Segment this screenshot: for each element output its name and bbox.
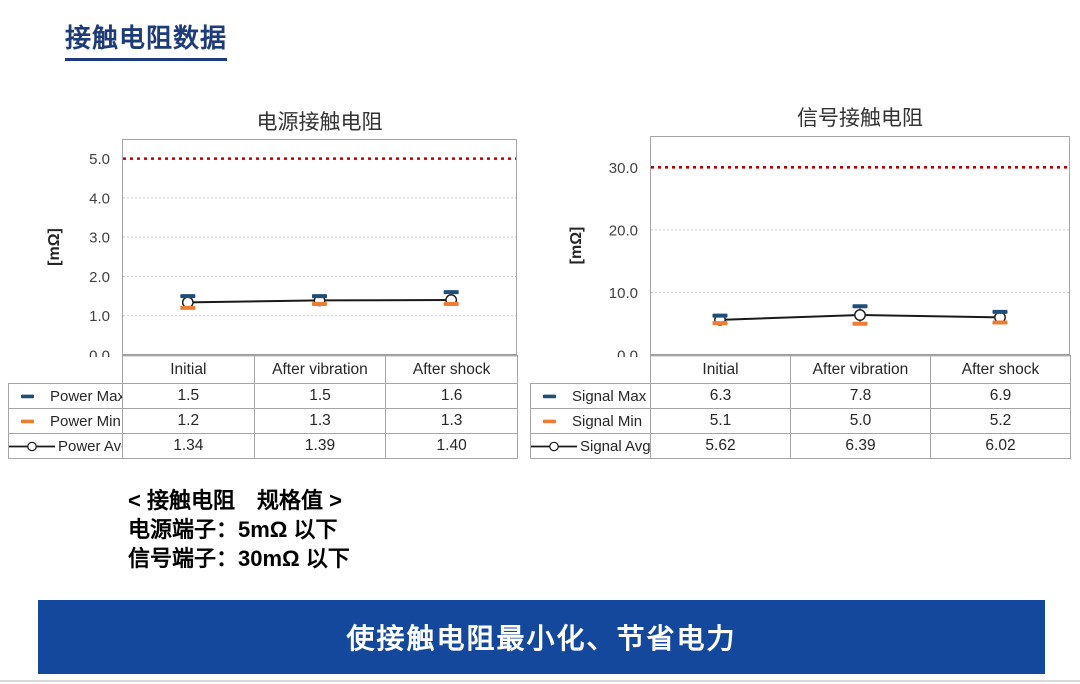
y-tick-label: 0.0 — [617, 348, 638, 358]
legend-line-circle-icon — [531, 441, 577, 451]
value-cell: 1.6 — [385, 383, 518, 409]
legend-cell: Power Avg — [8, 433, 123, 459]
power-chart-panel: 电源接触电阻 0.0 1.0 2.0 3.0 4.0 5.0 [mΩ] Initial After… — [8, 100, 518, 460]
min-marker — [443, 301, 459, 306]
legend-label: Signal Avg — [580, 437, 651, 455]
y-tick-label: 20.0 — [609, 222, 638, 239]
y-tick-label: 3.0 — [89, 230, 110, 247]
max-marker — [443, 290, 459, 295]
y-tick-label: 30.0 — [609, 160, 638, 177]
spec-power-line: 电源端子：5mΩ 以下 — [128, 517, 338, 542]
category-label: After vibration — [790, 355, 931, 384]
series-row: Power Max 1.5 1.5 1.6 — [8, 383, 518, 409]
series-row: Signal Max 6.3 7.8 6.9 — [530, 383, 1071, 409]
legend-line-circle-icon — [9, 441, 55, 451]
page-title: 接触电阻数据 — [65, 18, 228, 61]
legend-label: Signal Max — [572, 387, 647, 405]
signal-chart-panel: 信号接触电阻 0.0 10.0 20.0 30.0 [mΩ] Initial After vi… — [530, 100, 1071, 460]
value-cell: 1.40 — [385, 433, 518, 459]
max-marker — [312, 294, 327, 299]
y-tick-label: 0.0 — [89, 348, 110, 358]
legend-cell: Signal Avg — [530, 433, 651, 459]
legend-cell: Signal Min — [530, 408, 651, 434]
max-marker — [712, 313, 728, 318]
value-cell: 1.3 — [385, 408, 518, 434]
min-marker — [992, 320, 1008, 325]
series-row: Power Avg 1.34 1.39 1.40 — [8, 433, 518, 459]
value-cell: 6.3 — [650, 383, 791, 409]
series-row: Signal Min 5.1 5.0 5.2 — [530, 408, 1071, 434]
series-row: Signal Avg 5.62 6.39 6.02 — [530, 433, 1071, 459]
power-chart-title: 电源接触电阻 — [256, 111, 383, 134]
legend-dash-icon — [543, 394, 556, 398]
category-row: Initial After vibration After shock — [531, 355, 1071, 384]
signal-data-table: Initial After vibration After shock Signal … — [530, 355, 1071, 459]
blank-cell — [531, 356, 651, 384]
y-axis-label: [mΩ] — [568, 227, 585, 265]
category-row: Initial After vibration After shock — [9, 355, 518, 384]
plot-border — [122, 139, 517, 355]
value-cell: 1.2 — [122, 408, 255, 434]
legend-label: Power Min — [50, 412, 121, 430]
category-label: Initial — [122, 355, 255, 384]
legend-dash-icon — [21, 394, 34, 398]
spec-signal-line: 信号端子：30mΩ 以下 — [128, 546, 350, 571]
value-cell: 5.62 — [650, 433, 791, 459]
min-marker — [712, 321, 728, 326]
legend-label: Power Max — [50, 387, 123, 405]
category-label: After vibration — [253, 355, 387, 384]
power-plot: 0.0 1.0 2.0 3.0 4.0 5.0 [mΩ] — [46, 139, 517, 358]
value-cell: 6.02 — [930, 433, 1071, 459]
value-cell: 6.9 — [930, 383, 1071, 409]
value-cell: 5.1 — [650, 408, 791, 434]
legend-label: Signal Min — [572, 412, 643, 430]
banner-text: 使接触电阻最小化、节省电力 — [346, 623, 737, 654]
legend-cell: Power Max — [8, 383, 123, 409]
min-marker — [180, 305, 196, 310]
y-axis-label: [mΩ] — [46, 228, 63, 266]
value-cell: 6.39 — [790, 433, 931, 459]
max-marker — [852, 304, 868, 309]
y-tick-label: 5.0 — [89, 151, 110, 168]
y-tick-label: 4.0 — [89, 190, 110, 207]
spec-block: < 接触电阻 规格值 > 电源端子：5mΩ 以下 信号端子：30mΩ 以下 — [128, 486, 350, 573]
legend-dash-icon — [21, 419, 34, 423]
avg-marker — [854, 309, 866, 321]
series-row: Power Min 1.2 1.3 1.3 — [8, 408, 518, 434]
value-cell: 5.2 — [930, 408, 1071, 434]
value-cell: 1.34 — [122, 433, 255, 459]
value-cell: 1.5 — [122, 383, 255, 409]
bottom-edge-line — [0, 680, 1080, 682]
legend-cell: Power Min — [8, 408, 123, 434]
category-label: After shock — [930, 355, 1071, 384]
category-label: After shock — [385, 355, 518, 384]
min-marker — [312, 301, 327, 306]
y-tick-label: 10.0 — [609, 285, 638, 302]
signal-chart-title: 信号接触电阻 — [797, 107, 923, 130]
signal-plot: 0.0 10.0 20.0 30.0 [mΩ] — [568, 136, 1070, 358]
legend-label: Power Avg — [58, 437, 123, 455]
power-data-table: Initial After vibration After shock Power M… — [8, 355, 518, 459]
max-marker — [180, 294, 196, 299]
min-marker — [852, 321, 868, 326]
blank-cell — [9, 356, 123, 384]
value-cell: 7.8 — [790, 383, 931, 409]
category-label: Initial — [650, 355, 791, 384]
value-cell: 1.5 — [253, 383, 387, 409]
spec-heading: < 接触电阻 规格值 > — [128, 488, 342, 513]
value-cell: 1.3 — [253, 408, 387, 434]
legend-cell: Signal Max — [530, 383, 651, 409]
max-marker — [992, 309, 1008, 314]
bottom-banner: 使接触电阻最小化、节省电力 — [38, 600, 1045, 674]
y-tick-label: 1.0 — [89, 308, 110, 325]
value-cell: 1.39 — [253, 433, 387, 459]
value-cell: 5.0 — [790, 408, 931, 434]
y-tick-label: 2.0 — [89, 269, 110, 286]
legend-dash-icon — [543, 419, 556, 423]
